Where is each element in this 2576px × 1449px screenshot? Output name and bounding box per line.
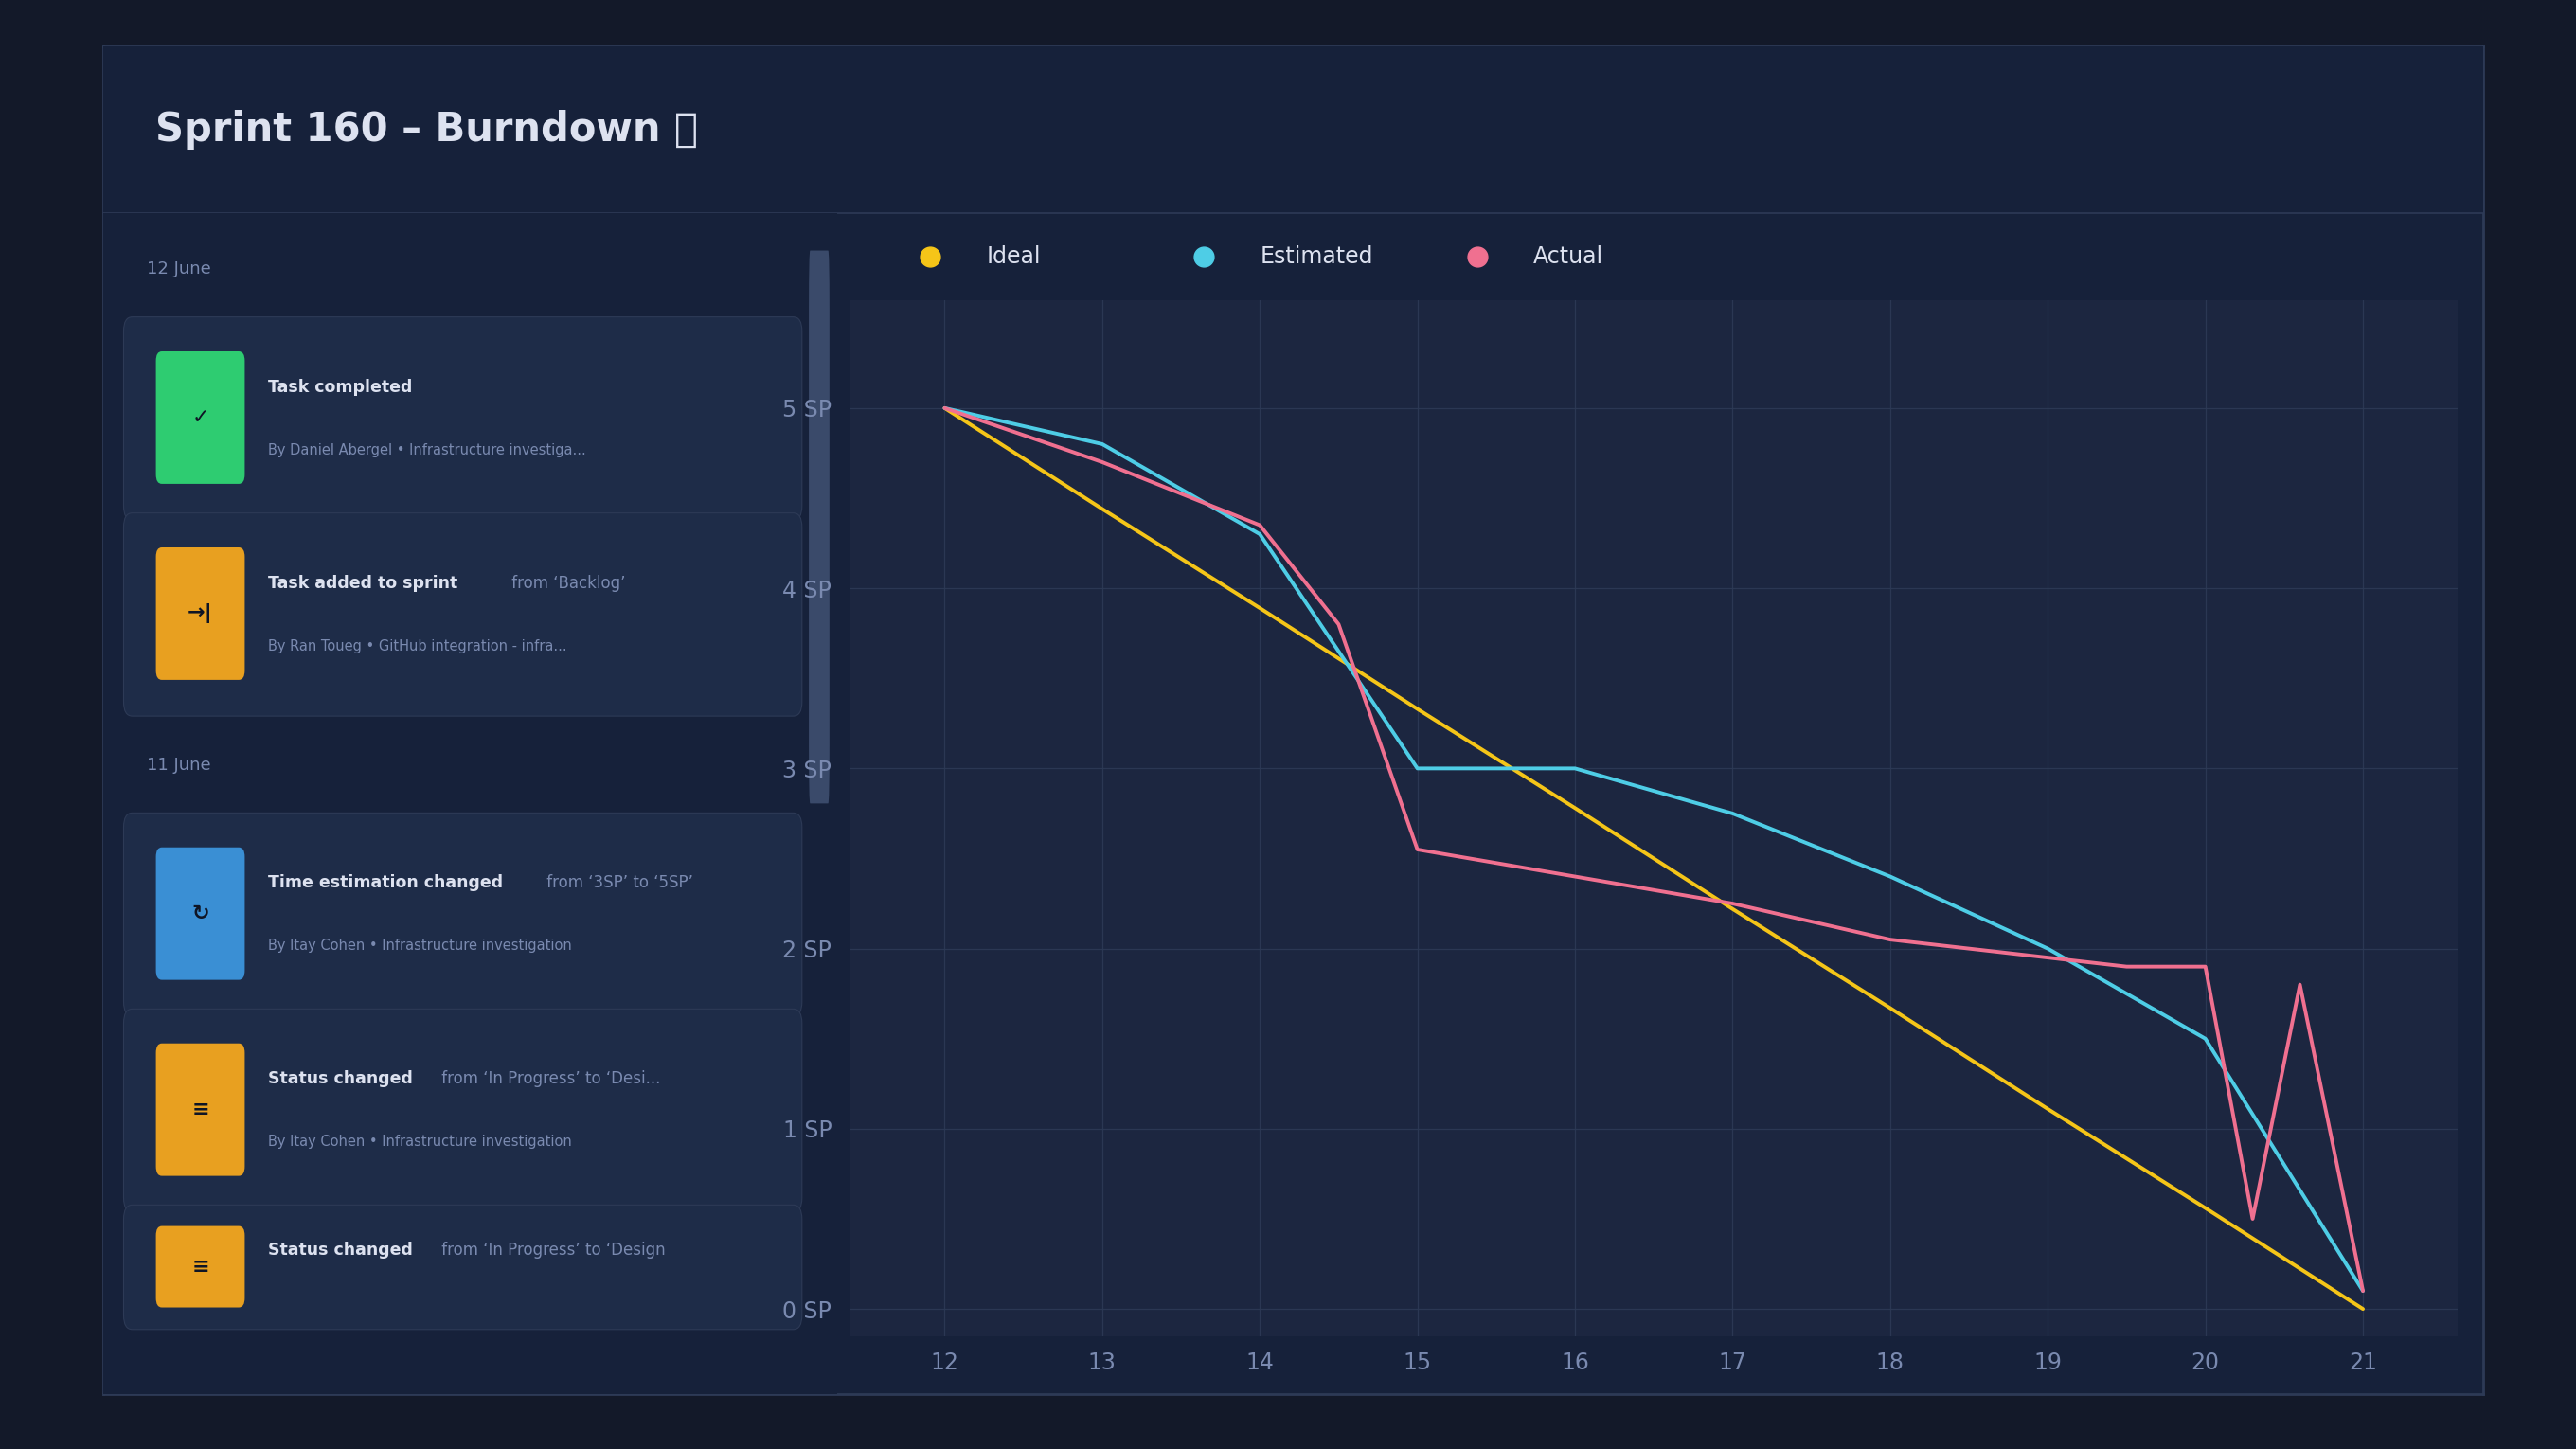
Text: Ideal: Ideal [987,245,1041,268]
FancyBboxPatch shape [157,351,245,484]
Text: from ‘Backlog’: from ‘Backlog’ [507,575,626,591]
FancyBboxPatch shape [124,317,801,520]
FancyBboxPatch shape [157,1043,245,1177]
Text: By Itay Cohen • Infrastructure investigation: By Itay Cohen • Infrastructure investiga… [268,1135,572,1149]
Text: By Daniel Abergel • Infrastructure investiga...: By Daniel Abergel • Infrastructure inves… [268,443,587,456]
Text: Actual: Actual [1533,245,1602,268]
FancyBboxPatch shape [124,513,801,716]
Text: 11 June: 11 June [147,756,211,774]
FancyBboxPatch shape [124,1206,801,1330]
Text: ≡: ≡ [191,1100,209,1119]
FancyBboxPatch shape [124,813,801,1016]
Text: →|: →| [188,604,214,623]
Text: Task completed: Task completed [268,378,412,396]
Text: Estimated: Estimated [1260,245,1373,268]
Text: Time estimation changed: Time estimation changed [268,875,502,891]
FancyBboxPatch shape [157,848,245,980]
FancyBboxPatch shape [157,1226,245,1307]
Text: Task added to sprint: Task added to sprint [268,575,459,591]
Text: Status changed: Status changed [268,1242,412,1258]
Text: ✓: ✓ [191,409,209,427]
Text: Status changed: Status changed [268,1071,412,1088]
Text: from ‘In Progress’ to ‘Desi...: from ‘In Progress’ to ‘Desi... [435,1071,659,1088]
Text: from ‘3SP’ to ‘5SP’: from ‘3SP’ to ‘5SP’ [541,875,693,891]
Text: 12 June: 12 June [147,261,211,277]
Text: ≡: ≡ [191,1258,209,1277]
Text: By Itay Cohen • Infrastructure investigation: By Itay Cohen • Infrastructure investiga… [268,939,572,953]
FancyBboxPatch shape [809,251,829,803]
FancyBboxPatch shape [124,1009,801,1211]
Text: Sprint 160 – Burndown 🔥: Sprint 160 – Burndown 🔥 [155,110,698,149]
Text: from ‘In Progress’ to ‘Design: from ‘In Progress’ to ‘Design [435,1242,665,1258]
Text: ↻: ↻ [191,904,209,923]
Text: By Ran Toueg • GitHub integration - infra...: By Ran Toueg • GitHub integration - infr… [268,639,567,653]
FancyBboxPatch shape [157,548,245,680]
